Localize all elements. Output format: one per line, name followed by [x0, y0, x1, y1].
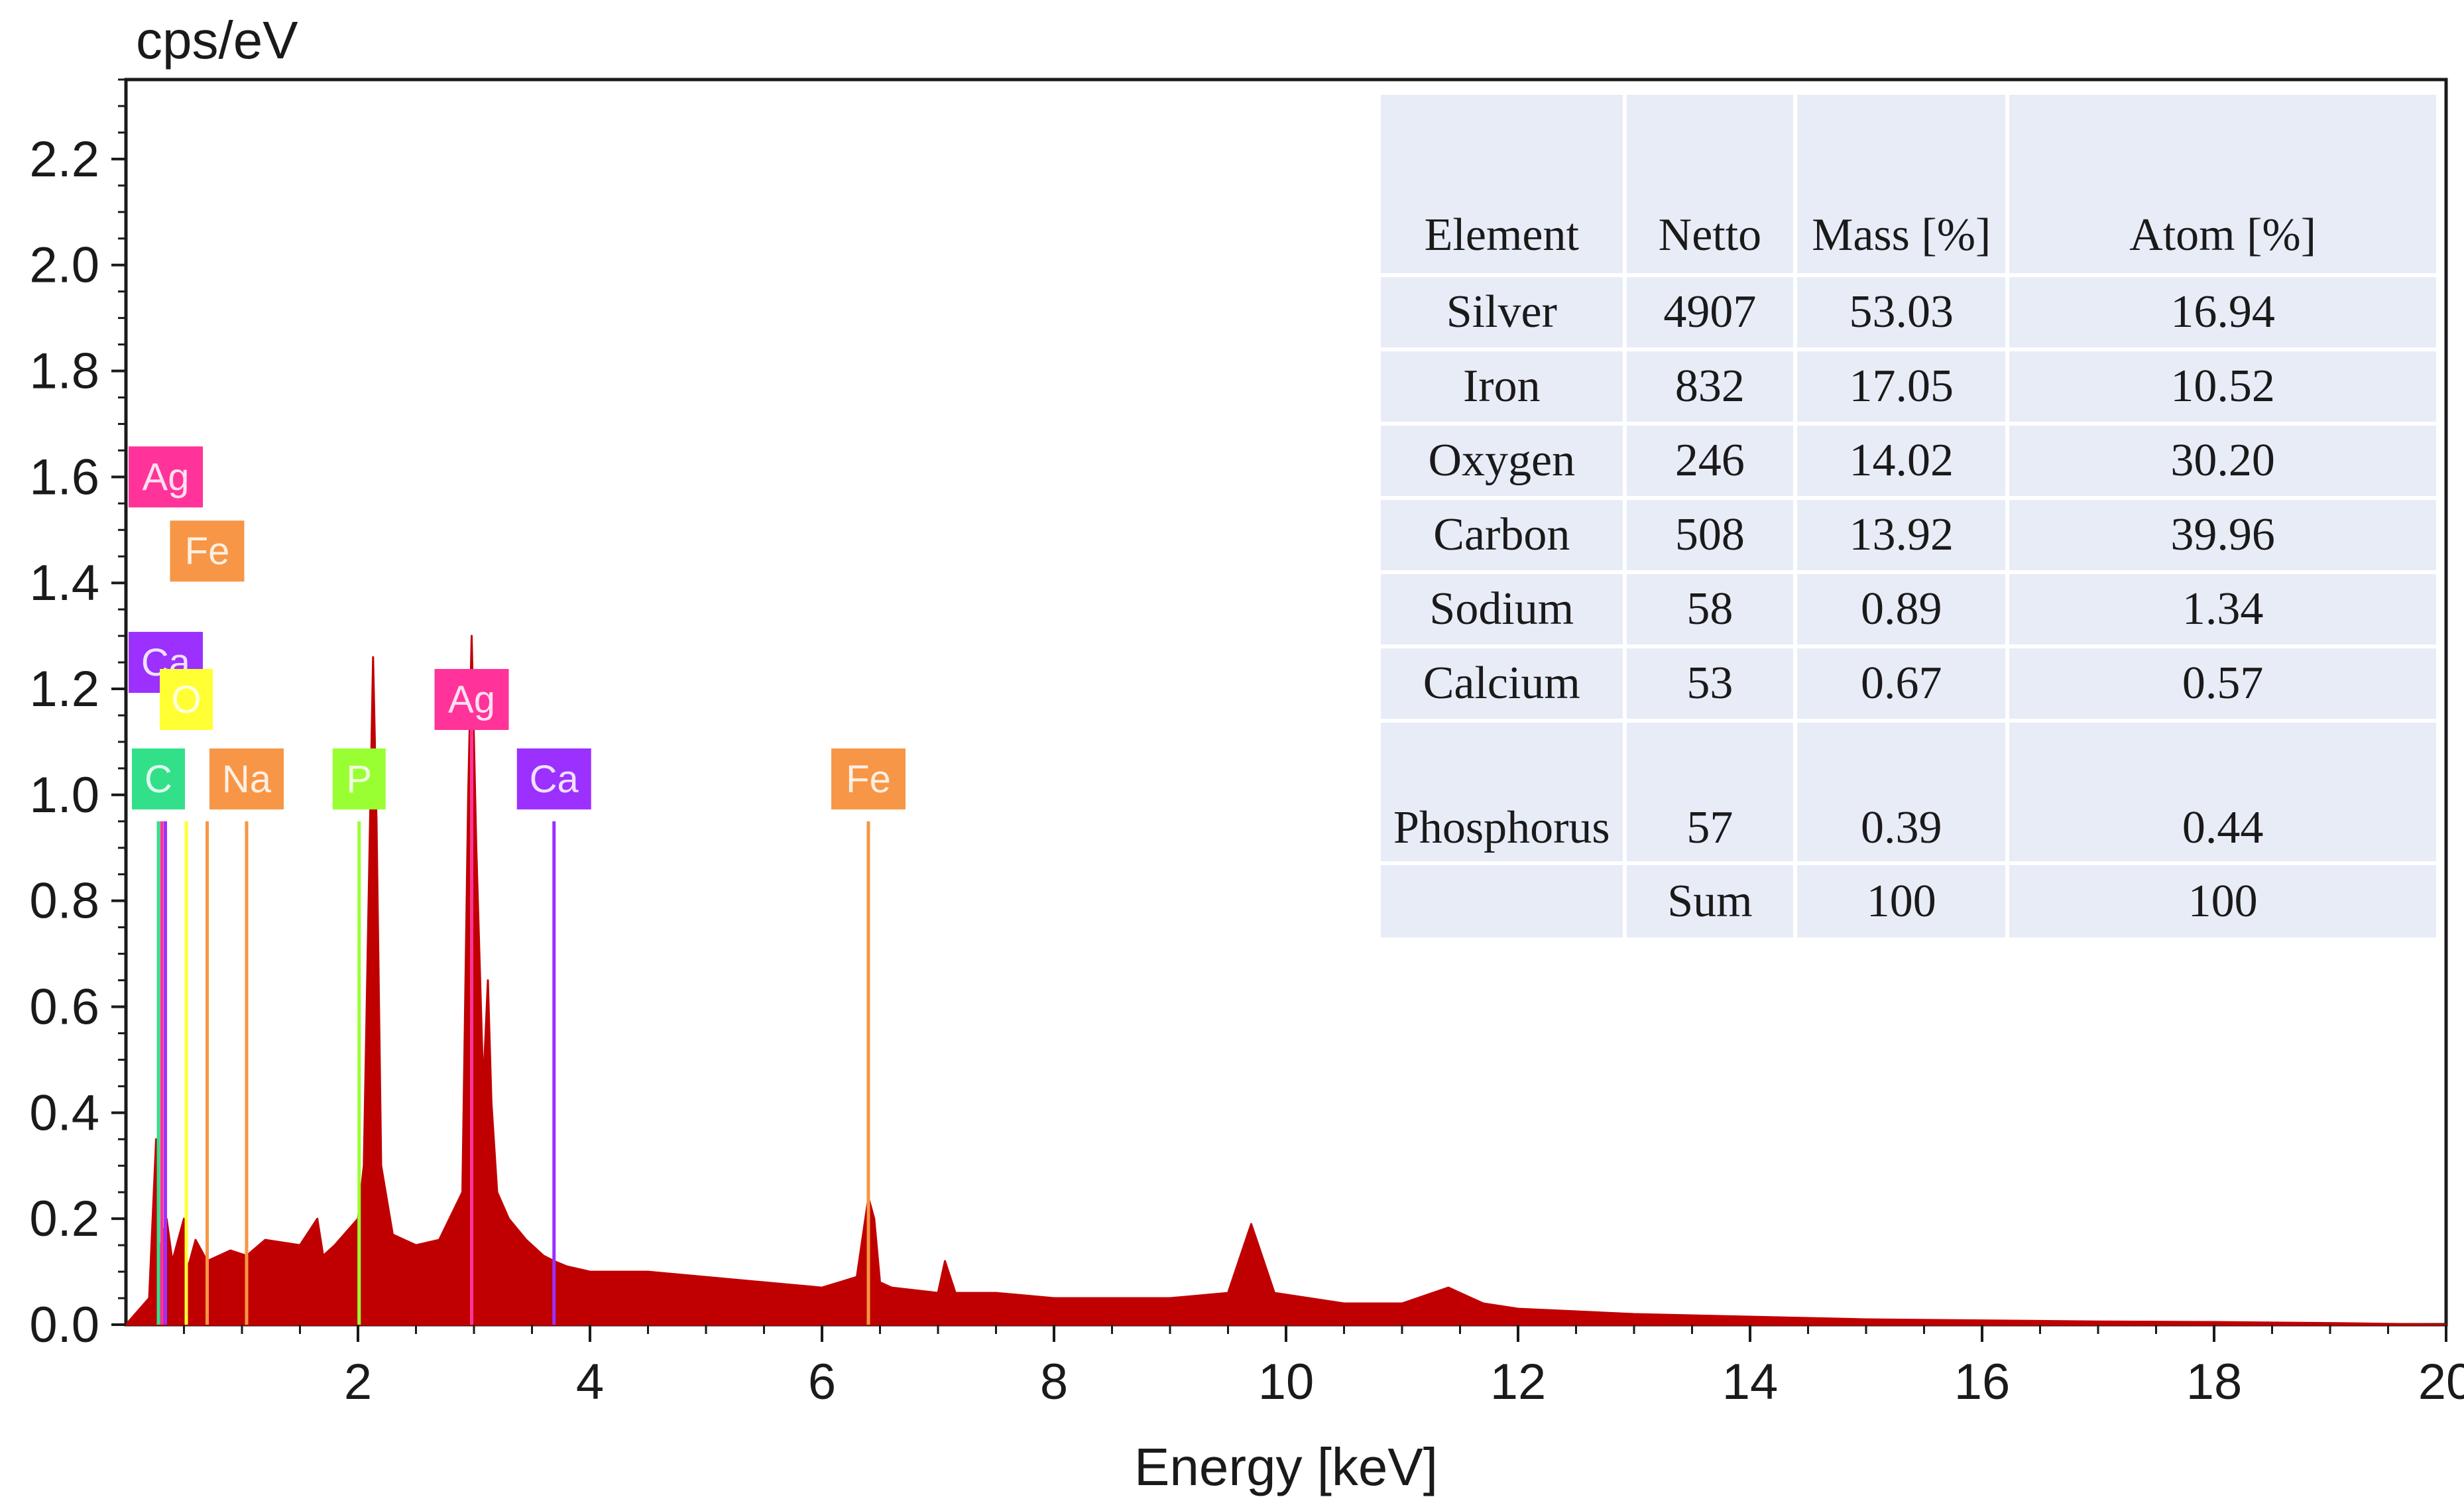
table-row: Sodium 58 0.89 1.34	[1381, 572, 2436, 646]
cell-element: Phosphorus	[1393, 802, 1610, 853]
cell-netto: 508	[1622, 498, 1796, 572]
element-label-p: P	[346, 758, 372, 801]
cell-mass: 13.92	[1793, 498, 2008, 572]
cell-mass: 14.02	[1793, 424, 2008, 498]
cell-atom: 39.96	[2005, 498, 2436, 572]
element-label-c: C	[145, 758, 172, 801]
element-label-na: Na	[222, 758, 272, 801]
x-tick-label: 14	[1722, 1354, 1779, 1410]
cell-atom: 16.94	[2005, 275, 2436, 349]
cell-element: Silver	[1446, 286, 1557, 337]
element-label-fe: Fe	[185, 530, 230, 573]
cell-mass: 100	[1793, 863, 2008, 937]
element-label-box-na	[209, 748, 284, 810]
cell-netto: Sum	[1622, 863, 1796, 937]
cell-atom: 1.34	[2005, 572, 2436, 646]
cell-netto: 57	[1622, 721, 1796, 863]
y-tick-label: 2.2	[29, 131, 99, 188]
cell-atom: 10.52	[2005, 349, 2436, 424]
y-tick-label: 0.0	[29, 1297, 99, 1353]
element-label-box-c	[132, 748, 185, 810]
y-tick-label: 0.8	[29, 873, 99, 930]
cell-atom: 100	[2005, 863, 2436, 937]
y-tick-label: 2.0	[29, 237, 99, 294]
y-tick-label: 1.8	[29, 343, 99, 400]
table-row: Carbon 508 13.92 39.96	[1381, 498, 2436, 572]
element-quantification-table: Element Netto Mass [%] Atom [%] Silver 4…	[1381, 95, 2436, 937]
y-tick-label: 0.6	[29, 979, 99, 1036]
y-axis: 0.0 0.2 0.4 0.6 0.8 1.0 1.2 1.4 1.6 1.8 2.0 2.2	[29, 78, 126, 1353]
element-label-o: O	[171, 678, 201, 721]
cell-element	[1381, 863, 1625, 937]
element-label-ag: Ag	[143, 455, 190, 499]
y-tick-label: 0.2	[29, 1191, 99, 1247]
cell-element: Iron	[1462, 361, 1541, 412]
cell-element: Carbon	[1433, 509, 1570, 560]
cell-element: Sodium	[1429, 583, 1574, 634]
cell-atom: 30.20	[2005, 424, 2436, 498]
table-row: Phosphorus 57 0.39 0.44	[1381, 721, 2436, 863]
x-axis-title: Energy [keV]	[1134, 1437, 1438, 1496]
y-tick-label: 1.2	[29, 661, 99, 717]
table-row: Oxygen 246 14.02 30.20	[1381, 424, 2436, 498]
element-label-ag: Ag	[448, 678, 495, 721]
cell-netto: 4907	[1622, 275, 1796, 349]
table-row-sum: Sum 100 100	[1381, 863, 2436, 937]
element-label-ca: Ca	[530, 758, 579, 801]
element-label-box-ca	[516, 748, 591, 810]
cell-element: Calcium	[1423, 658, 1580, 709]
cell-mass: 0.89	[1793, 572, 2008, 646]
cell-atom: 0.57	[2005, 646, 2436, 721]
table-row: Calcium 53 0.67 0.57	[1381, 646, 2436, 721]
header-netto: Netto	[1622, 95, 1796, 275]
cell-netto: 53	[1622, 646, 1796, 721]
y-tick-label: 1.6	[29, 449, 99, 505]
element-label-box-ag	[129, 446, 203, 508]
table-header-row: Element Netto Mass [%] Atom [%]	[1381, 95, 2436, 275]
x-tick-label: 16	[1954, 1354, 2011, 1410]
cell-netto: 832	[1622, 349, 1796, 424]
table-row: Silver 4907 53.03 16.94	[1381, 275, 2436, 349]
element-label-box-fe	[170, 520, 245, 582]
x-tick-label: 4	[576, 1354, 604, 1410]
y-tick-label: 1.4	[29, 555, 99, 611]
x-tick-label: 8	[1040, 1354, 1068, 1410]
x-tick-label: 12	[1490, 1354, 1547, 1410]
x-tick-label: 20	[2418, 1354, 2464, 1410]
table-row: Iron 832 17.05 10.52	[1381, 349, 2436, 424]
header-mass: Mass [%]	[1793, 95, 2008, 275]
x-tick-label: 10	[1258, 1354, 1315, 1410]
y-axis-title: cps/eV	[136, 11, 298, 70]
cell-mass: 0.67	[1793, 646, 2008, 721]
cell-mass: 53.03	[1793, 275, 2008, 349]
header-atom: Atom [%]	[2005, 95, 2436, 275]
header-element: Element	[1424, 209, 1579, 261]
x-tick-label: 2	[344, 1354, 372, 1410]
element-label-box-fe	[831, 748, 906, 810]
element-label-fe: Fe	[846, 758, 891, 801]
cell-netto: 246	[1622, 424, 1796, 498]
cell-mass: 17.05	[1793, 349, 2008, 424]
element-label-box-p	[332, 748, 386, 810]
x-tick-label: 6	[808, 1354, 836, 1410]
x-tick-label: 18	[2186, 1354, 2243, 1410]
cell-atom: 0.44	[2005, 721, 2436, 863]
cell-element: Oxygen	[1428, 435, 1576, 486]
element-label-box-o	[160, 669, 213, 731]
element-label-box-ag	[434, 669, 509, 731]
y-tick-label: 0.4	[29, 1085, 99, 1141]
x-axis: 2 4 6 8 10 12 14 16 18 20	[183, 1325, 2464, 1410]
y-tick-label: 1.0	[29, 767, 99, 823]
cell-netto: 58	[1622, 572, 1796, 646]
cell-mass: 0.39	[1793, 721, 2008, 863]
